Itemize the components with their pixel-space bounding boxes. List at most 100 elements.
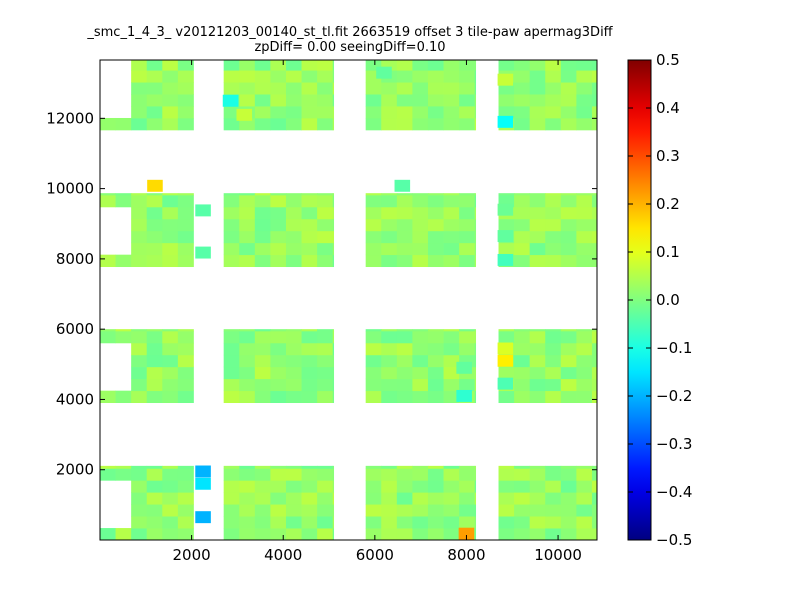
heatmap-cell	[514, 468, 531, 481]
colorbar-tick-label: −0.2	[656, 387, 692, 405]
heatmap-cell	[591, 329, 598, 332]
heatmap-cell	[100, 465, 116, 469]
heatmap-cell	[591, 82, 598, 95]
heatmap-cell	[146, 242, 163, 256]
heatmap-cell	[223, 480, 240, 493]
heatmap-cell	[529, 516, 546, 529]
heatmap-cell-outlier	[195, 477, 211, 490]
heatmap-cell	[545, 342, 562, 356]
colorbar-tick-label: 0.5	[656, 51, 680, 69]
heatmap-cell-outlier	[497, 73, 514, 86]
heatmap-cell	[474, 390, 477, 404]
heatmap-cell	[270, 390, 287, 404]
heatmap-cell	[545, 330, 562, 344]
heatmap-cell-outlier	[497, 377, 514, 390]
heatmap-cell	[162, 106, 179, 119]
heatmap-cell	[514, 329, 531, 332]
heatmap-cell	[459, 480, 476, 493]
heatmap-cell	[270, 70, 287, 83]
heatmap-cell	[254, 504, 271, 517]
heatmap-cell	[254, 354, 271, 368]
heatmap-cell	[427, 342, 444, 356]
heatmap-cell	[177, 492, 194, 505]
heatmap-cell	[591, 117, 598, 131]
heatmap-cell	[396, 70, 413, 83]
heatmap-cell	[529, 254, 546, 268]
heatmap-cell	[514, 70, 531, 83]
heatmap-cell	[560, 254, 577, 268]
heatmap-cell	[443, 82, 460, 95]
heatmap-cell	[396, 492, 413, 505]
heatmap-cell	[332, 378, 335, 392]
heatmap-cell	[254, 516, 271, 529]
heatmap-cell	[474, 206, 477, 220]
heatmap-cell	[412, 60, 429, 71]
heatmap-cell	[285, 106, 302, 119]
heatmap-cell	[239, 330, 256, 344]
heatmap-cell	[381, 480, 398, 493]
heatmap-cell	[301, 193, 318, 196]
plot-frame	[99, 59, 598, 541]
heatmap-cell	[239, 242, 256, 256]
heatmap-cell	[474, 242, 477, 256]
heatmap-cell	[396, 254, 413, 268]
heatmap-cell	[317, 378, 334, 392]
colorbar-tick-label: 0.0	[656, 291, 680, 309]
heatmap-cell	[474, 117, 477, 131]
heatmap-cell	[162, 254, 179, 268]
heatmap-cell	[560, 516, 577, 529]
heatmap-cell	[529, 60, 546, 71]
heatmap-cell	[591, 528, 598, 541]
heatmap-cell	[560, 329, 577, 332]
heatmap-cell	[545, 390, 562, 404]
heatmap-cell	[115, 528, 132, 541]
heatmap-cell	[529, 480, 546, 493]
heatmap-cell	[576, 504, 593, 517]
heatmap-cell	[396, 480, 413, 493]
heatmap-cell	[270, 194, 287, 208]
heatmap-cell	[254, 70, 271, 83]
heatmap-cell	[545, 82, 562, 95]
heatmap-cell	[576, 480, 593, 493]
heatmap-cell	[591, 193, 598, 196]
heatmap-cell	[412, 106, 429, 119]
heatmap-cell	[381, 504, 398, 517]
heatmap-cell	[396, 516, 413, 529]
heatmap-cell	[254, 82, 271, 95]
heatmap-cell	[365, 329, 382, 332]
heatmap-cell	[498, 516, 515, 529]
heatmap-cell	[177, 378, 194, 392]
heatmap-cell	[365, 378, 382, 392]
heatmap-cell	[514, 378, 531, 392]
heatmap-cell	[115, 390, 132, 404]
heatmap-cell	[576, 206, 593, 220]
heatmap-cell	[239, 378, 256, 392]
heatmap-cell	[545, 194, 562, 208]
y-tick-label: 10000	[46, 180, 94, 198]
heatmap-cell	[332, 193, 335, 196]
heatmap-cell	[365, 106, 382, 119]
heatmap-cell	[146, 342, 163, 356]
heatmap-cell	[317, 480, 334, 493]
heatmap-cell	[100, 468, 116, 481]
heatmap-cell	[254, 329, 271, 332]
heatmap-cell	[146, 330, 163, 344]
heatmap-cell	[131, 193, 148, 196]
heatmap-cell	[115, 330, 132, 344]
heatmap-cell	[332, 82, 335, 95]
heatmap-cell	[317, 60, 334, 71]
heatmap-cell	[412, 504, 429, 517]
heatmap-cell	[396, 106, 413, 119]
heatmap-cell	[545, 254, 562, 268]
heatmap-cell	[427, 366, 444, 380]
heatmap-cell	[177, 330, 194, 344]
heatmap-cell	[412, 465, 429, 469]
heatmap-cell	[100, 330, 116, 344]
heatmap-cell	[332, 218, 335, 232]
heatmap-cell	[427, 106, 444, 119]
heatmap-cell	[131, 94, 148, 107]
heatmap-cell	[270, 330, 287, 344]
heatmap-cell	[270, 516, 287, 529]
heatmap-cell	[576, 106, 593, 119]
heatmap-cell	[427, 329, 444, 332]
